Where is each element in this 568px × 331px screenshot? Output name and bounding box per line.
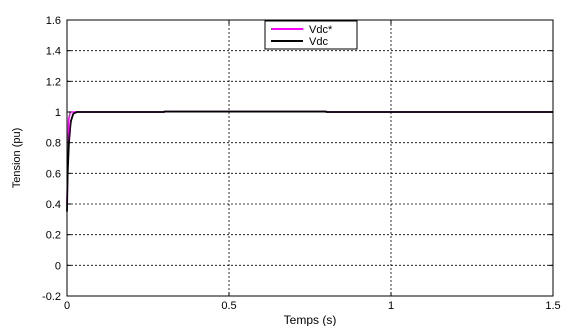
legend-label-vdc-ref: Vdc* (309, 24, 333, 36)
y-tick-label: 0.4 (46, 199, 61, 211)
x-tick-label: 0 (64, 300, 70, 312)
x-tick-label: 1 (388, 300, 394, 312)
series-layer (66, 110, 553, 212)
legend-box (264, 20, 358, 50)
y-tick-label: -0.2 (42, 291, 61, 303)
y-tick-label: 0 (55, 260, 61, 272)
series-line-vdc-ref (66, 110, 553, 205)
series-line-vdc (66, 110, 553, 212)
y-tick-label: 0.2 (46, 230, 61, 242)
y-tick-label: 0.8 (46, 138, 61, 150)
y-tick-label: 1.6 (46, 15, 61, 27)
legend: Vdc* Vdc (264, 20, 358, 50)
x-tick-label: 0.5 (221, 300, 236, 312)
legend-label-vdc: Vdc (309, 36, 328, 48)
y-tick-label: 1 (55, 107, 61, 119)
axis-ticks: 0 0.5 1 1.5-0.200.20.40.60.811.21.41.6 (42, 15, 561, 312)
grid (67, 20, 553, 296)
y-axis-label: Tension (pu) (11, 128, 23, 189)
y-tick-label: 0.6 (46, 168, 61, 180)
plot-area-frame (66, 19, 554, 297)
y-tick-label: 1.2 (46, 76, 61, 88)
x-tick-label: 1.5 (545, 300, 560, 312)
x-axis-label: Temps (s) (284, 313, 337, 326)
y-tick-label: 1.4 (46, 46, 61, 58)
